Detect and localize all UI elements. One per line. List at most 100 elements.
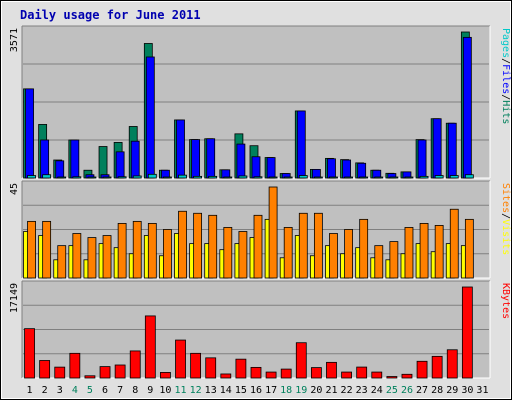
bar-sites-day-10 bbox=[163, 229, 172, 279]
bar-sites-day-3 bbox=[57, 245, 67, 279]
bar-sites-day-25 bbox=[389, 241, 399, 279]
x-tick-label: 16 bbox=[250, 385, 262, 396]
bar-pages-day-18 bbox=[283, 176, 293, 179]
x-tick-label: 2 bbox=[42, 385, 48, 396]
x-tick-label: 7 bbox=[117, 385, 123, 396]
bar-sites-day-13 bbox=[208, 214, 218, 279]
bar-kbytes-day-23 bbox=[356, 366, 368, 379]
bar-files-day-11 bbox=[176, 119, 185, 179]
bar-kbytes-day-15 bbox=[235, 358, 247, 379]
legend-kbytes: KBytes bbox=[500, 283, 511, 319]
bar-pages-day-15 bbox=[238, 175, 248, 179]
bar-sites-day-7 bbox=[117, 222, 127, 279]
chart-title: Daily usage for June 2011 bbox=[20, 8, 201, 22]
bar-pages-day-1 bbox=[27, 175, 36, 179]
bar-pages-day-4 bbox=[72, 176, 82, 179]
bar-pages-day-21 bbox=[329, 176, 338, 179]
x-tick-label: 19 bbox=[295, 385, 307, 396]
bar-sites-day-11 bbox=[178, 210, 187, 279]
bar-pages-day-27 bbox=[419, 175, 429, 179]
legend-entry: Pages bbox=[500, 28, 511, 58]
x-tick-label: 26 bbox=[401, 385, 413, 396]
bar-sites-day-1 bbox=[27, 220, 36, 279]
x-tick-label: 3 bbox=[57, 385, 63, 396]
legend-entry: / bbox=[500, 58, 511, 64]
x-tick-label: 12 bbox=[190, 385, 202, 396]
bar-kbytes-day-7 bbox=[114, 364, 126, 379]
bar-files-day-21 bbox=[327, 158, 336, 179]
bar-kbytes-day-17 bbox=[265, 371, 277, 379]
bar-pages-day-19 bbox=[298, 175, 308, 179]
legend-hits-files-pages: Pages/Files/Hits bbox=[500, 28, 511, 124]
bar-pages-day-5 bbox=[87, 176, 97, 179]
x-tick-label: 8 bbox=[132, 385, 138, 396]
bar-pages-day-10 bbox=[163, 176, 172, 179]
legend-entry: Sites bbox=[500, 183, 511, 213]
bar-files-day-3 bbox=[55, 160, 65, 179]
bar-kbytes-day-14 bbox=[220, 373, 232, 379]
bar-kbytes-day-13 bbox=[205, 357, 217, 379]
x-tick-label: 28 bbox=[431, 385, 443, 396]
bar-sites-day-19 bbox=[298, 212, 308, 279]
bar-sites-day-6 bbox=[102, 235, 112, 279]
legend-entry: / bbox=[500, 94, 511, 100]
bar-pages-day-3 bbox=[57, 176, 67, 179]
bar-pages-day-23 bbox=[359, 176, 369, 179]
bar-sites-day-23 bbox=[359, 218, 369, 279]
bar-kbytes-day-22 bbox=[341, 371, 352, 379]
bar-files-day-7 bbox=[115, 151, 125, 179]
legend-entry: KBytes bbox=[500, 283, 511, 319]
legend-visits-sites: Sites/Visits bbox=[500, 183, 511, 255]
bar-sites-day-2 bbox=[42, 220, 52, 279]
bar-files-day-13 bbox=[206, 138, 216, 179]
bar-pages-day-14 bbox=[223, 176, 233, 179]
y-max-label: 45 bbox=[9, 183, 20, 195]
bar-sites-day-27 bbox=[419, 222, 429, 279]
bar-kbytes-day-30 bbox=[461, 286, 473, 379]
bar-sites-day-16 bbox=[253, 214, 263, 279]
bar-files-day-12 bbox=[191, 139, 201, 179]
y-max-label: 17149 bbox=[9, 283, 20, 313]
x-tick-label: 17 bbox=[265, 385, 277, 396]
bar-kbytes-day-6 bbox=[99, 366, 111, 379]
bar-files-day-19 bbox=[296, 110, 306, 179]
bar-sites-day-20 bbox=[313, 212, 323, 279]
bar-pages-day-22 bbox=[344, 176, 353, 179]
bar-sites-day-8 bbox=[132, 220, 142, 279]
x-tick-label: 21 bbox=[325, 385, 337, 396]
bar-files-day-17 bbox=[266, 157, 276, 179]
bar-kbytes-day-27 bbox=[416, 360, 428, 379]
bar-pages-day-24 bbox=[374, 176, 384, 179]
bar-kbytes-day-26 bbox=[401, 373, 413, 379]
x-tick-label: 25 bbox=[386, 385, 398, 396]
bar-sites-day-28 bbox=[434, 225, 444, 279]
x-tick-label: 15 bbox=[235, 385, 247, 396]
bar-pages-day-20 bbox=[313, 176, 323, 179]
x-tick-label: 29 bbox=[446, 385, 458, 396]
bar-kbytes-day-4 bbox=[69, 352, 81, 379]
x-tick-label: 30 bbox=[461, 385, 473, 396]
bar-kbytes-day-10 bbox=[160, 372, 171, 379]
bar-kbytes-day-8 bbox=[129, 350, 141, 379]
bar-kbytes-day-3 bbox=[54, 366, 66, 379]
bar-files-day-22 bbox=[342, 159, 351, 179]
bar-sites-day-30 bbox=[464, 218, 474, 279]
bar-files-day-9 bbox=[145, 56, 155, 179]
x-tick-label: 31 bbox=[476, 385, 488, 396]
bar-kbytes-day-9 bbox=[144, 315, 156, 379]
bar-sites-day-26 bbox=[404, 227, 414, 279]
bar-files-day-2 bbox=[40, 139, 50, 179]
bar-kbytes-day-28 bbox=[431, 355, 443, 379]
bar-pages-day-9 bbox=[147, 173, 157, 179]
bar-kbytes-day-21 bbox=[326, 361, 337, 379]
bar-pages-day-16 bbox=[253, 176, 263, 179]
x-tick-label: 27 bbox=[416, 385, 428, 396]
bar-kbytes-day-20 bbox=[310, 367, 322, 379]
bar-sites-day-12 bbox=[193, 212, 203, 279]
bar-files-day-15 bbox=[236, 143, 246, 179]
bar-kbytes-day-19 bbox=[295, 342, 307, 379]
bar-pages-day-28 bbox=[434, 175, 444, 179]
bar-pages-day-29 bbox=[449, 175, 459, 179]
